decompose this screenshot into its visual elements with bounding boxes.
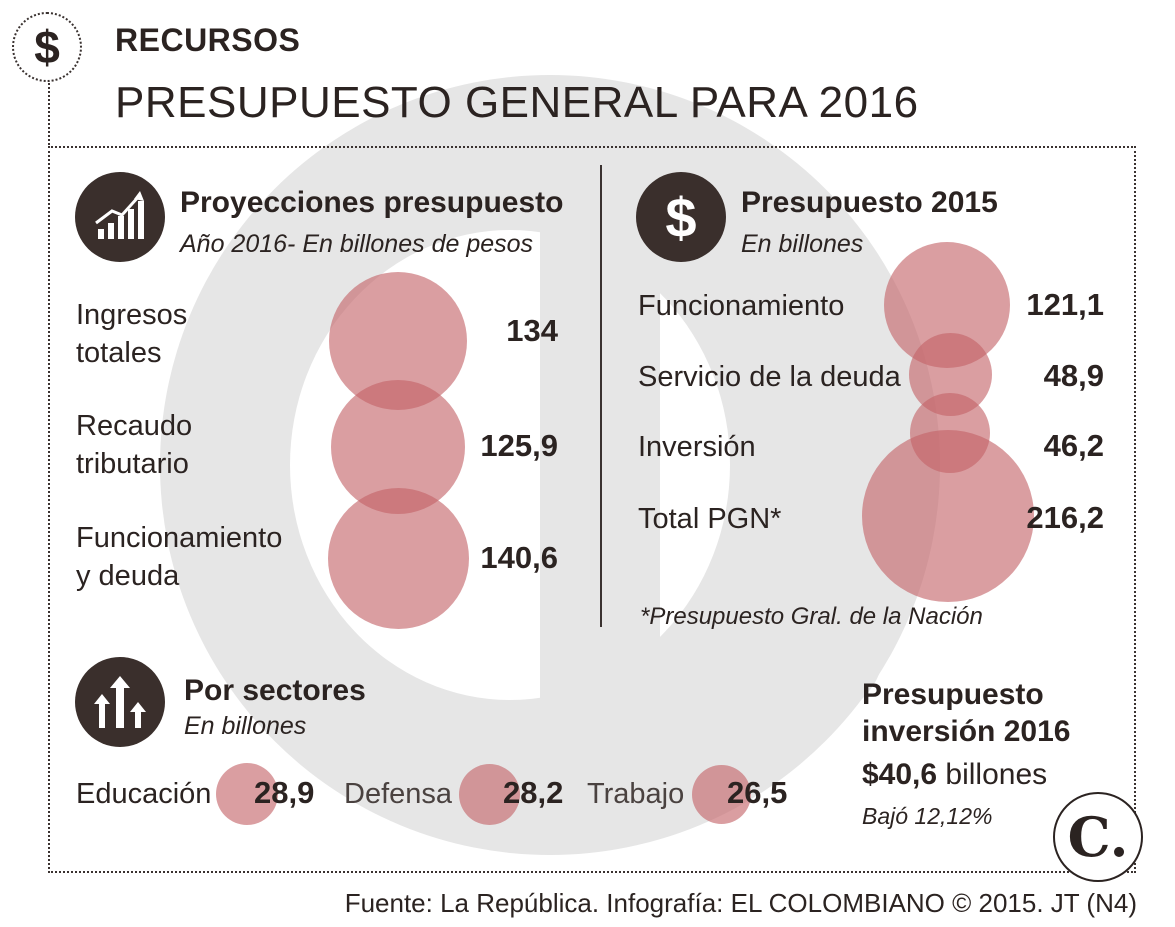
content-frame	[48, 146, 1136, 873]
section-divider	[600, 165, 602, 627]
budget-2015-subtitle: En billones	[741, 230, 864, 258]
watermark-dot	[735, 570, 885, 720]
projection-label-1: Ingresos totales	[76, 299, 188, 369]
investment-amount: $40,6 billones	[862, 758, 1048, 791]
budget-value-4: 216,2	[1026, 500, 1104, 535]
bubble-funcionamiento-deuda	[328, 488, 469, 629]
dollar-icon: $	[12, 12, 82, 82]
budget-label-3: Inversión	[638, 431, 756, 463]
growth-chart-icon	[75, 172, 165, 262]
sector-label-1: Educación	[76, 778, 212, 810]
bubble-trabajo	[692, 765, 751, 824]
source-footer: Fuente: La República. Infografía: EL COL…	[344, 888, 1137, 918]
sector-label-2: Defensa	[344, 778, 453, 810]
bubble-total-pgn	[862, 430, 1034, 602]
investment-change: Bajó 12,12%	[862, 803, 993, 829]
bubble-defensa	[459, 764, 520, 825]
dollar-icon: $	[636, 172, 726, 262]
budget-label-1: Funcionamiento	[638, 290, 845, 322]
bubble-educacion	[216, 763, 278, 825]
sector-value-3: 26,5	[727, 775, 788, 810]
projection-label-3: Funcionamiento y deuda	[76, 522, 283, 592]
projection-value-1: 134	[506, 313, 558, 348]
footnote: *Presupuesto Gral. de la Nación	[640, 603, 983, 630]
sectors-subtitle: En billones	[184, 712, 307, 740]
projection-label-2: Recaudo tributario	[76, 410, 193, 480]
budget-value-3: 46,2	[1043, 428, 1104, 463]
projection-value-3: 140,6	[480, 540, 558, 575]
investment-title: Presupuesto inversión 2016	[862, 678, 1071, 748]
budget-value-2: 48,9	[1043, 358, 1104, 393]
projection-value-2: 125,9	[480, 428, 558, 463]
budget-value-1: 121,1	[1026, 287, 1104, 322]
sector-value-1: 28,9	[254, 775, 315, 810]
header-connector-line	[48, 80, 50, 148]
sector-label-3: Trabajo	[587, 778, 685, 810]
up-arrows-icon	[75, 657, 165, 747]
el-colombiano-logo: C.	[1053, 792, 1143, 882]
budget-2015-title: Presupuesto 2015	[741, 186, 998, 219]
sectors-title: Por sectores	[184, 674, 366, 707]
budget-label-4: Total PGN*	[638, 503, 782, 535]
kicker: RECURSOS	[115, 22, 301, 58]
projections-title: Proyecciones presupuesto	[180, 186, 564, 219]
budget-label-2: Servicio de la deuda	[638, 361, 901, 393]
projections-subtitle: Año 2016- En billones de pesos	[180, 230, 534, 258]
sector-value-2: 28,2	[503, 775, 564, 810]
page-title: PRESUPUESTO GENERAL PARA 2016	[115, 78, 919, 127]
